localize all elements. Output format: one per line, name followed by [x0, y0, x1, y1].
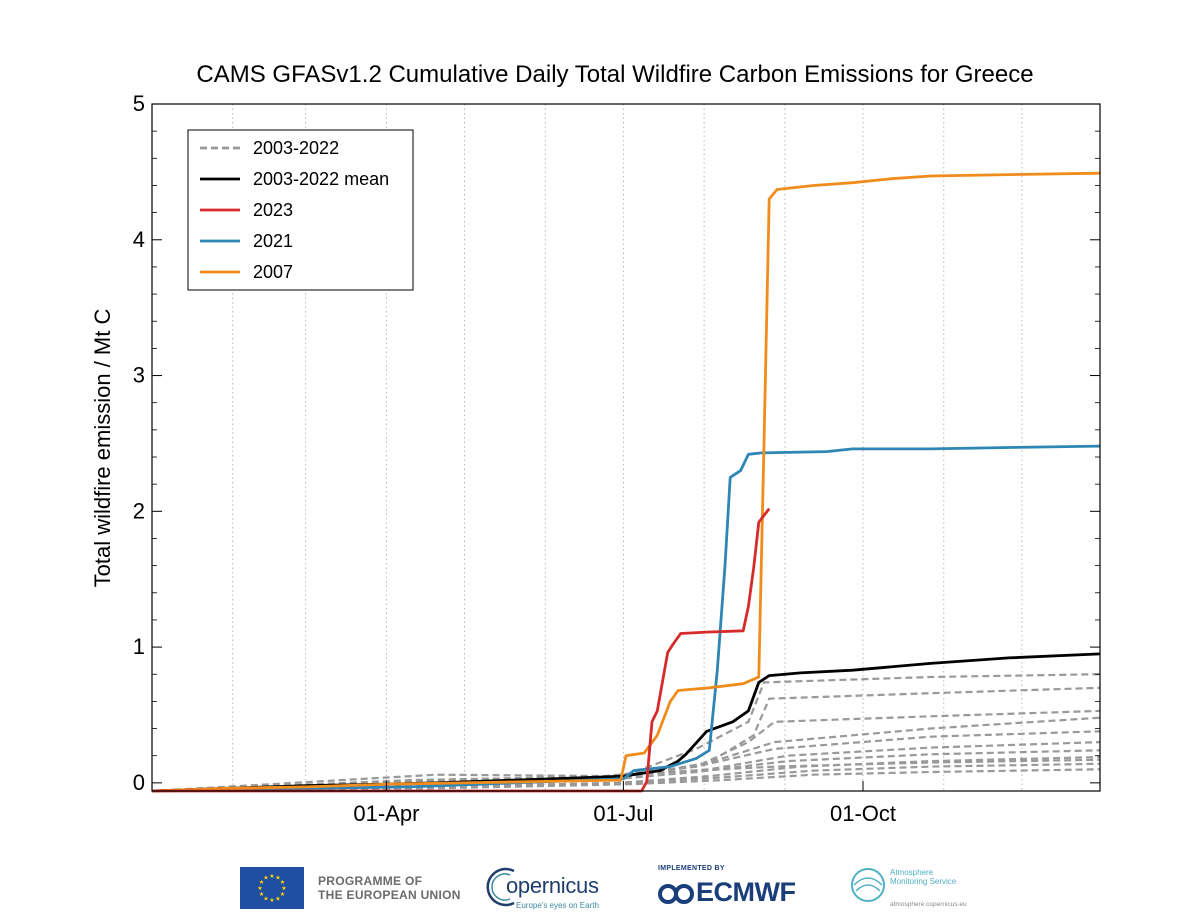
svg-text:★: ★ [269, 897, 274, 904]
series-line-2007 [151, 171, 1101, 793]
series-line-2003-2022 [151, 673, 1101, 793]
eu-programme-logo: ★ ★ ★ ★ ★ ★ ★ ★ ★ ★ ★ ★ PROGRAMME OF THE EUROPEA… [240, 867, 461, 909]
y-tick-label: 1 [133, 634, 145, 659]
eu-text-line1: PROGRAMME OF [318, 874, 423, 888]
svg-text:★: ★ [263, 895, 268, 902]
copernicus-logo: opernicus Europe's eyes on Earth [484, 863, 634, 913]
series-line-2021 [151, 444, 1101, 793]
cams-name-line2: Monitoring Service [890, 877, 957, 886]
svg-text:★: ★ [259, 891, 264, 898]
series-line-2023 [152, 507, 771, 793]
copernicus-wordmark: opernicus [506, 873, 599, 898]
y-tick-label: 3 [133, 363, 145, 388]
x-tick-label: 01-Oct [830, 801, 896, 826]
y-tick-label: 0 [133, 770, 145, 795]
series-line-2003-2022 [151, 716, 1101, 793]
ecmwf-logo: IMPLEMENTED BY ECMWF [656, 863, 826, 913]
eu-flag-icon: ★ ★ ★ ★ ★ ★ ★ ★ ★ ★ ★ ★ [240, 867, 304, 909]
emissions-chart: CAMS GFASv1.2 Cumulative Daily Total Wil… [90, 61, 1101, 826]
legend-label: 2023 [253, 200, 293, 220]
cams-name: Atmosphere Monitoring Service [890, 868, 956, 886]
series-line-2003-2022 [151, 758, 1101, 793]
y-tick-label: 5 [133, 91, 145, 116]
svg-text:★: ★ [257, 885, 262, 892]
svg-text:★: ★ [280, 891, 285, 898]
cams-name-line1: Atmosphere [890, 868, 934, 877]
svg-text:★: ★ [281, 885, 286, 892]
svg-text:★: ★ [263, 875, 268, 882]
ecmwf-wordmark: ECMWF [696, 877, 796, 907]
axis-layer: 0 1 2 3 4 5 01-Apr 01-Jul 01-Oct [133, 91, 1100, 826]
svg-text:★: ★ [275, 875, 280, 882]
legend-label: 2003-2022 mean [253, 169, 389, 189]
cams-logo: Atmosphere Monitoring Service atmosphere… [848, 863, 988, 915]
ecmwf-implemented-by: IMPLEMENTED BY [658, 865, 725, 872]
legend-label: 2007 [253, 262, 293, 282]
copernicus-tagline: Europe's eyes on Earth [516, 901, 599, 910]
ecmwf-wave-icon [658, 884, 694, 904]
chart-title: CAMS GFASv1.2 Cumulative Daily Total Wil… [196, 61, 1033, 88]
y-tick-label: 4 [133, 227, 145, 252]
copernicus-c-icon [486, 867, 515, 907]
series-layer [151, 171, 1101, 793]
footer-logos: ★ ★ ★ ★ ★ ★ ★ ★ ★ ★ ★ ★ PROGRAMME OF THE EUROPEA… [0, 855, 1200, 923]
y-axis-label: Total wildfire emission / Mt C [90, 309, 115, 588]
y-tick-label: 2 [133, 498, 145, 523]
svg-text:★: ★ [275, 895, 280, 902]
cams-url: atmosphere.copernicus.eu [890, 901, 967, 908]
svg-text:★: ★ [259, 879, 264, 886]
series-line-2003-2022-mean [151, 652, 1101, 793]
eu-text-line2: THE EUROPEAN UNION [318, 888, 461, 902]
svg-text:★: ★ [269, 873, 274, 880]
legend-label: 2003-2022 [253, 138, 339, 158]
x-tick-label: 01-Jul [593, 801, 653, 826]
x-tick-label: 01-Apr [353, 801, 419, 826]
legend: 2003-2022 2003-2022 mean 2023 2021 2007 [187, 129, 414, 291]
plot-frame [151, 103, 1101, 792]
legend-label: 2021 [253, 231, 293, 251]
svg-text:★: ★ [280, 879, 285, 886]
cams-globe-icon [851, 868, 885, 902]
